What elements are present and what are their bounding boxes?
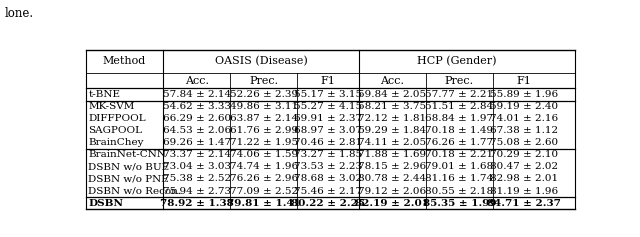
Text: 59.19 ± 2.40: 59.19 ± 2.40 [490,102,557,111]
Text: 79.12 ± 2.06: 79.12 ± 2.06 [358,187,426,196]
Text: 69.29 ± 1.84: 69.29 ± 1.84 [358,126,426,135]
Text: 73.27 ± 1.85: 73.27 ± 1.85 [294,150,362,159]
Text: 76.26 ± 1.77: 76.26 ± 1.77 [426,138,493,147]
Text: 80.47 ± 2.02: 80.47 ± 2.02 [490,162,557,171]
Text: OASIS (Disease): OASIS (Disease) [214,56,307,67]
Text: SAGPOOL: SAGPOOL [88,126,143,135]
Text: 61.76 ± 2.99: 61.76 ± 2.99 [230,126,298,135]
Text: 67.38 ± 1.12: 67.38 ± 1.12 [490,126,557,135]
Text: lone.: lone. [5,7,35,20]
Text: 54.62 ± 3.33: 54.62 ± 3.33 [163,102,231,111]
Text: 59.84 ± 2.05: 59.84 ± 2.05 [358,90,426,99]
Text: 80.55 ± 2.18: 80.55 ± 2.18 [426,187,493,196]
Text: 71.88 ± 1.69: 71.88 ± 1.69 [358,150,426,159]
Text: 76.26 ± 2.96: 76.26 ± 2.96 [230,174,298,183]
Text: 55.17 ± 3.15: 55.17 ± 3.15 [294,90,362,99]
Text: 73.53 ± 2.23: 73.53 ± 2.23 [294,162,362,171]
Text: 74.01 ± 2.16: 74.01 ± 2.16 [490,114,557,123]
Text: DIFFPOOL: DIFFPOOL [88,114,146,123]
Text: 77.09 ± 2.52: 77.09 ± 2.52 [230,187,298,196]
Text: 80.22 ± 2.25: 80.22 ± 2.25 [291,199,365,208]
Text: 74.74 ± 1.96: 74.74 ± 1.96 [230,162,298,171]
Text: MK-SVM: MK-SVM [88,102,135,111]
Text: 52.26 ± 2.39: 52.26 ± 2.39 [230,90,298,99]
Text: 70.29 ± 2.10: 70.29 ± 2.10 [490,150,557,159]
Text: Acc.: Acc. [185,76,209,86]
Text: 85.35 ± 1.99: 85.35 ± 1.99 [422,199,496,208]
Text: 81.16 ± 1.74: 81.16 ± 1.74 [426,174,493,183]
Text: HCP (Gender): HCP (Gender) [417,56,497,67]
Text: Acc.: Acc. [380,76,404,86]
Text: 78.68 ± 3.02: 78.68 ± 3.02 [294,174,362,183]
Text: 79.81 ± 1.41: 79.81 ± 1.41 [227,199,301,208]
Text: DSBN: DSBN [88,199,124,208]
Text: 73.04 ± 3.03: 73.04 ± 3.03 [163,162,231,171]
Text: F1: F1 [321,76,335,86]
Text: DSBN w/o Recon.: DSBN w/o Recon. [88,187,182,196]
Text: BrainChey: BrainChey [88,138,144,147]
Text: 57.84 ± 2.14: 57.84 ± 2.14 [163,90,231,99]
Text: 68.97 ± 3.07: 68.97 ± 3.07 [294,126,362,135]
Text: 75.08 ± 2.60: 75.08 ± 2.60 [490,138,557,147]
Text: 70.18 ± 2.21: 70.18 ± 2.21 [426,150,493,159]
Text: 75.94 ± 2.73: 75.94 ± 2.73 [163,187,231,196]
Text: t-BNE: t-BNE [88,90,120,99]
Text: 70.18 ± 1.49: 70.18 ± 1.49 [426,126,493,135]
Text: 64.53 ± 2.06: 64.53 ± 2.06 [163,126,231,135]
Text: BrainNet-CNN: BrainNet-CNN [88,150,166,159]
Text: 84.71 ± 2.37: 84.71 ± 2.37 [486,199,561,208]
Text: F1: F1 [516,76,531,86]
Text: Prec.: Prec. [445,76,474,86]
Text: 51.51 ± 2.84: 51.51 ± 2.84 [426,102,493,111]
Text: 74.11 ± 2.05: 74.11 ± 2.05 [358,138,426,147]
Text: 69.91 ± 2.37: 69.91 ± 2.37 [294,114,362,123]
Text: 78.92 ± 1.38: 78.92 ± 1.38 [160,199,234,208]
Text: 70.46 ± 2.81: 70.46 ± 2.81 [294,138,362,147]
Text: 55.27 ± 4.15: 55.27 ± 4.15 [294,102,362,111]
Text: 82.19 ± 2.01: 82.19 ± 2.01 [355,199,429,208]
Text: 69.26 ± 1.47: 69.26 ± 1.47 [163,138,231,147]
Text: 66.29 ± 2.60: 66.29 ± 2.60 [163,114,231,123]
Text: 79.01 ± 1.68: 79.01 ± 1.68 [426,162,493,171]
Text: 80.78 ± 2.44: 80.78 ± 2.44 [358,174,426,183]
Text: Method: Method [103,56,146,66]
Text: 55.89 ± 1.96: 55.89 ± 1.96 [490,90,557,99]
Text: 57.77 ± 2.21: 57.77 ± 2.21 [426,90,493,99]
Text: 78.15 ± 2.96: 78.15 ± 2.96 [358,162,426,171]
Text: 82.98 ± 2.01: 82.98 ± 2.01 [490,174,557,183]
Text: 75.38 ± 2.52: 75.38 ± 2.52 [163,174,231,183]
Text: DSBN w/o PNE: DSBN w/o PNE [88,174,169,183]
Text: 58.21 ± 3.75: 58.21 ± 3.75 [358,102,426,111]
Text: DSBN w/o BUE: DSBN w/o BUE [88,162,170,171]
Text: 63.87 ± 2.14: 63.87 ± 2.14 [230,114,298,123]
Text: 49.86 ± 3.11: 49.86 ± 3.11 [230,102,298,111]
Text: 75.46 ± 2.17: 75.46 ± 2.17 [294,187,362,196]
Text: 81.19 ± 1.96: 81.19 ± 1.96 [490,187,557,196]
Text: 74.06 ± 1.59: 74.06 ± 1.59 [230,150,298,159]
Text: 72.12 ± 1.81: 72.12 ± 1.81 [358,114,426,123]
Text: 68.84 ± 1.97: 68.84 ± 1.97 [426,114,493,123]
Text: 71.22 ± 1.95: 71.22 ± 1.95 [230,138,298,147]
Text: 73.37 ± 2.14: 73.37 ± 2.14 [163,150,231,159]
Text: Prec.: Prec. [249,76,278,86]
